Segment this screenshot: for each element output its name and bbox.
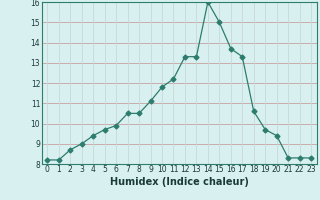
X-axis label: Humidex (Indice chaleur): Humidex (Indice chaleur) <box>110 177 249 187</box>
